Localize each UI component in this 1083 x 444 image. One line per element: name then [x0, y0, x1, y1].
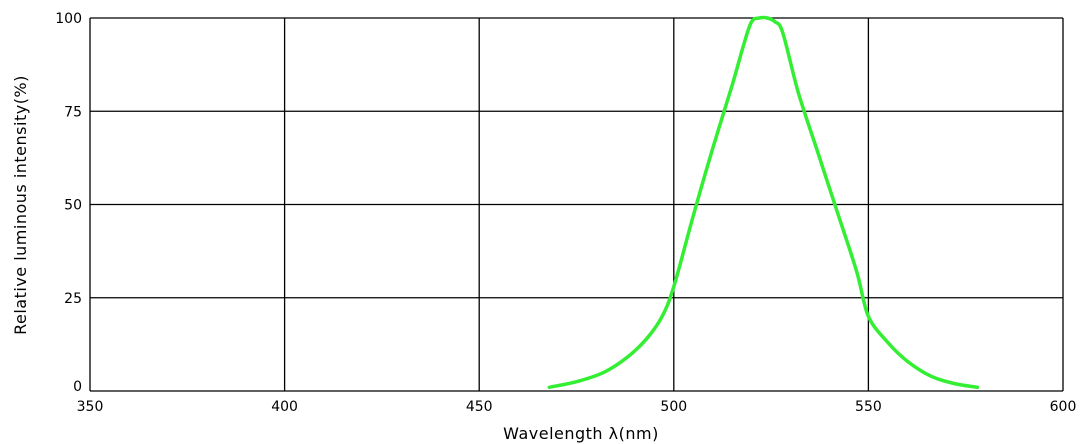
x-tick-label: 500 — [660, 399, 687, 415]
grid — [89, 17, 1064, 392]
series-line — [547, 15, 980, 390]
y-tick-label: 100 — [55, 11, 82, 27]
x-axis-label: Wavelength λ(nm) — [503, 424, 659, 443]
y-tick-label: 75 — [64, 104, 82, 120]
x-tick-label: 350 — [77, 399, 104, 415]
y-tick-labels: 0 25 50 75 100 — [55, 11, 82, 395]
x-tick-label: 450 — [466, 399, 493, 415]
y-tick-label: 50 — [64, 198, 82, 214]
y-tick-label: 25 — [64, 291, 82, 307]
x-tick-label: 400 — [271, 399, 298, 415]
x-tick-label: 600 — [1050, 399, 1077, 415]
curve-layer — [547, 15, 980, 390]
y-tick-label: 0 — [73, 379, 82, 395]
y-axis-label: Relative luminous intensity(%) — [11, 75, 30, 335]
x-tick-label: 550 — [855, 399, 882, 415]
x-tick-labels: 350 400 450 500 550 600 — [77, 399, 1077, 415]
